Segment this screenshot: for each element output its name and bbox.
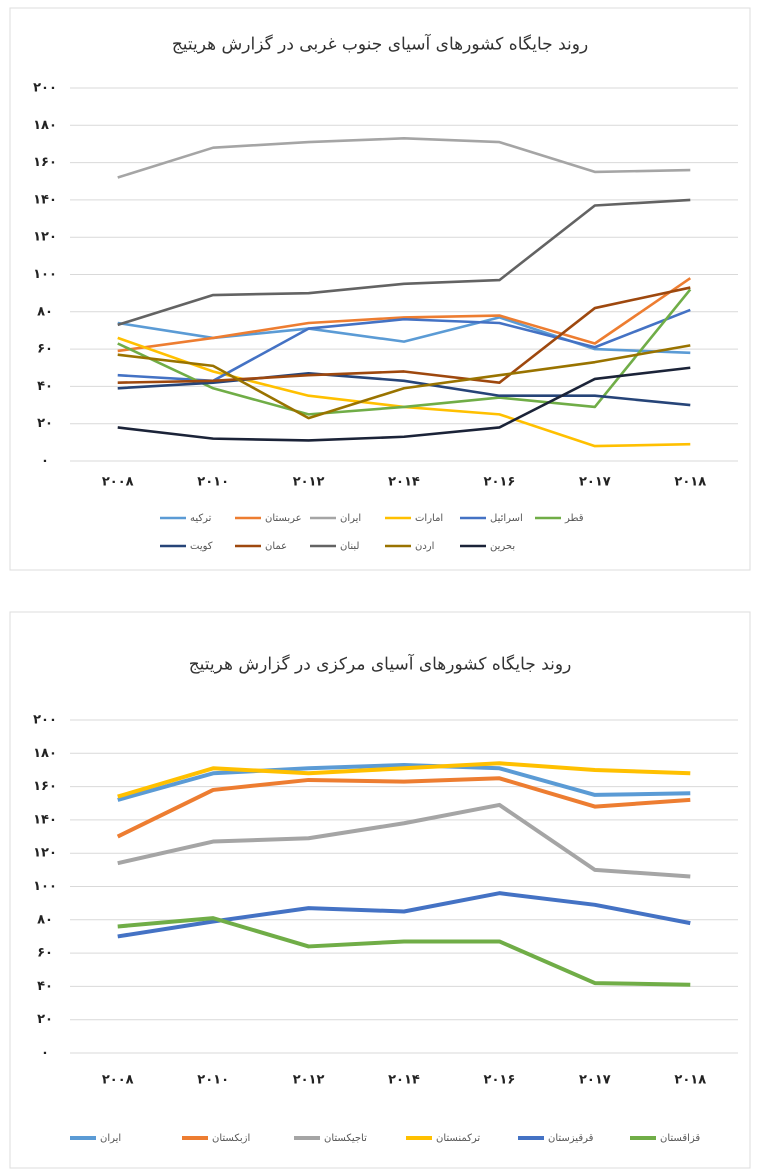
y-tick-label: ۱۰۰ — [33, 267, 57, 282]
y-tick-label: ۲۰۰ — [33, 713, 57, 728]
legend-label: ایران — [340, 513, 361, 524]
legend-label: قزاقستان — [660, 1133, 700, 1144]
x-tick-label: ۲۰۰۸ — [102, 1073, 134, 1088]
y-tick-label: ۰ — [41, 1046, 49, 1061]
legend-label: کویت — [190, 541, 213, 552]
x-tick-label: ۲۰۱۸ — [674, 475, 706, 490]
chart-title: روند جایگاه کشورهای آسیای مرکزی در گزارش… — [189, 653, 572, 675]
x-tick-label: ۲۰۱۴ — [388, 475, 420, 490]
y-tick-label: ۱۸۰ — [33, 118, 57, 133]
y-tick-label: ۱۲۰ — [33, 230, 57, 245]
legend-label: ترکمنستان — [436, 1133, 480, 1144]
x-tick-label: ۲۰۱۷ — [579, 475, 611, 490]
page: روند جایگاه کشورهای آسیای جنوب غربی در گ… — [0, 0, 758, 1173]
y-tick-label: ۶۰ — [37, 946, 53, 961]
legend-label: بحرین — [490, 541, 515, 552]
x-tick-label: ۲۰۱۲ — [293, 1073, 325, 1088]
y-tick-label: ۲۰ — [37, 416, 53, 431]
legend-label: ایران — [100, 1133, 121, 1144]
x-tick-label: ۲۰۱۴ — [388, 1073, 420, 1088]
y-tick-label: ۱۲۰ — [33, 846, 57, 861]
y-tick-label: ۴۰ — [37, 379, 53, 394]
x-tick-label: ۲۰۱۷ — [579, 1073, 611, 1088]
legend-label: عمان — [265, 541, 287, 552]
x-tick-label: ۲۰۱۶ — [484, 1073, 516, 1088]
legend-label: ازبکستان — [212, 1133, 250, 1144]
x-tick-label: ۲۰۱۸ — [674, 1073, 706, 1088]
y-tick-label: ۴۰ — [37, 979, 53, 994]
legend-label: ترکیه — [190, 513, 212, 524]
y-tick-label: ۶۰ — [37, 342, 53, 357]
legend-label: اردن — [415, 541, 434, 552]
y-tick-label: ۱۴۰ — [33, 192, 57, 207]
legend-label: قرقیزستان — [548, 1133, 594, 1144]
legend-label: امارات — [415, 513, 443, 524]
y-tick-label: ۱۰۰ — [33, 879, 57, 894]
y-tick-label: ۱۶۰ — [33, 779, 57, 794]
x-tick-label: ۲۰۱۲ — [293, 475, 325, 490]
x-tick-label: ۲۰۱۶ — [484, 475, 516, 490]
y-tick-label: ۸۰ — [37, 304, 53, 319]
y-tick-label: ۱۸۰ — [33, 746, 57, 761]
y-tick-label: ۱۴۰ — [33, 812, 57, 827]
x-tick-label: ۲۰۰۸ — [102, 475, 134, 490]
y-tick-label: ۱۶۰ — [33, 155, 57, 170]
y-tick-label: ۲۰۰ — [33, 81, 57, 96]
x-tick-label: ۲۰۱۰ — [197, 475, 229, 490]
legend-label: قطر — [564, 513, 584, 524]
legend-label: لبنان — [340, 541, 359, 552]
chart-title: روند جایگاه کشورهای آسیای جنوب غربی در گ… — [172, 33, 588, 55]
legend-label: تاجیکستان — [324, 1133, 367, 1144]
y-tick-label: ۲۰ — [37, 1012, 53, 1027]
legend-label: عربستان — [265, 513, 302, 524]
y-tick-label: ۰ — [41, 454, 49, 469]
y-tick-label: ۸۰ — [37, 912, 53, 927]
legend-label: اسرائیل — [490, 513, 523, 524]
x-tick-label: ۲۰۱۰ — [197, 1073, 229, 1088]
